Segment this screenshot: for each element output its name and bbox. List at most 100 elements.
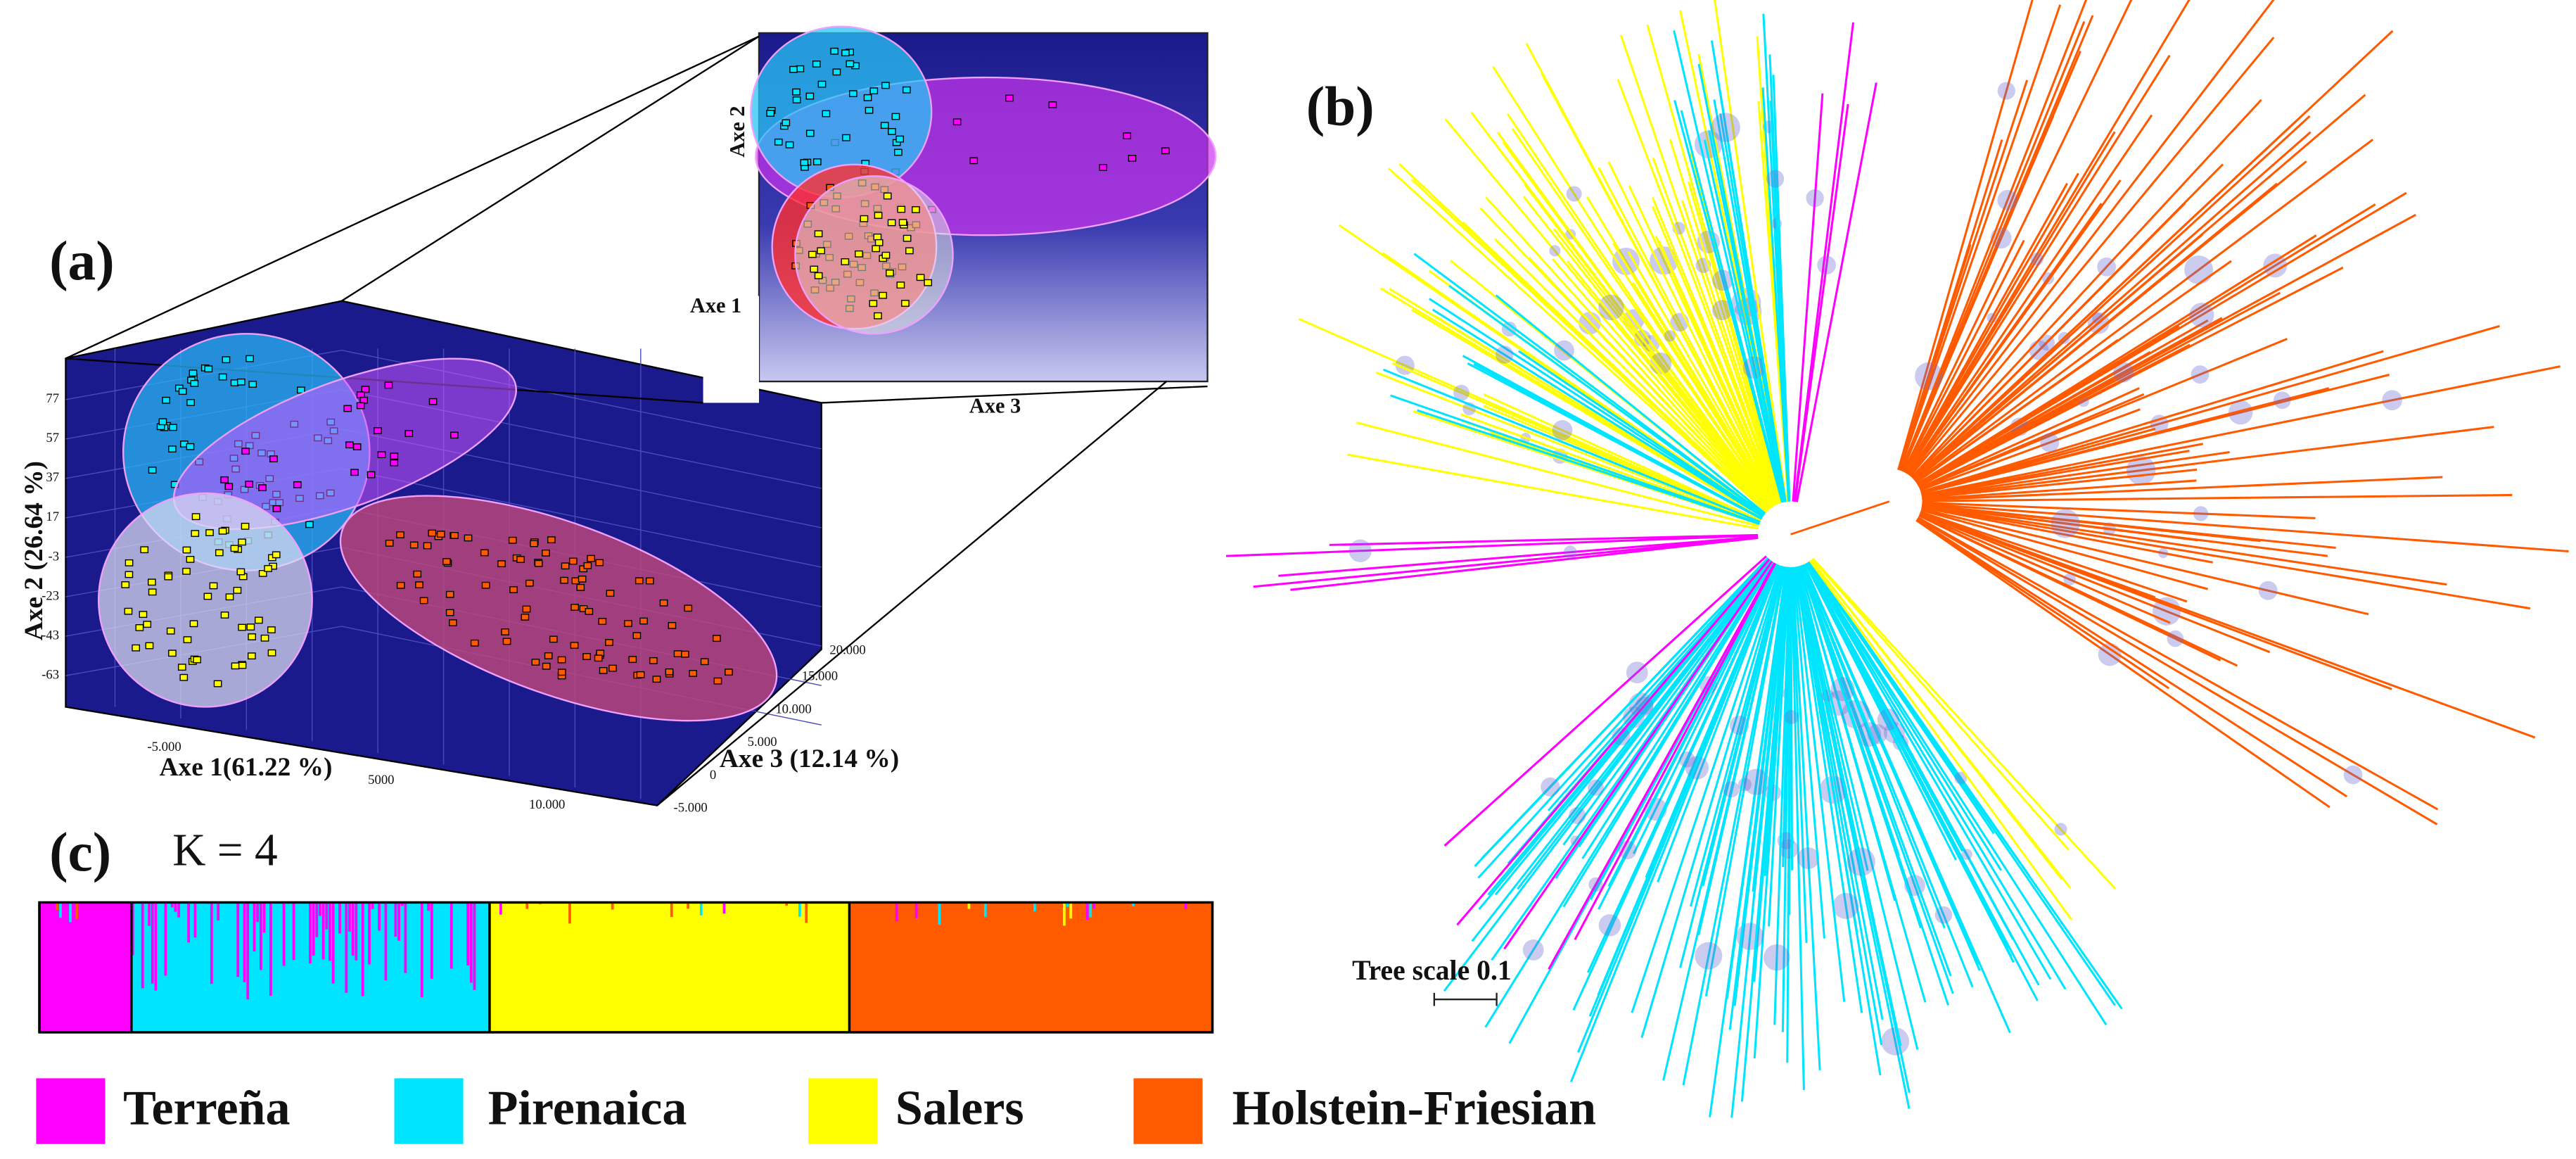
projection-line <box>341 35 760 302</box>
point <box>725 669 733 676</box>
point <box>684 604 693 612</box>
point <box>356 402 365 410</box>
point <box>297 386 305 394</box>
point <box>969 157 978 165</box>
admixture-bar <box>384 902 388 981</box>
point <box>542 662 551 670</box>
branch <box>1517 559 1772 890</box>
admixture-bar <box>368 902 371 965</box>
point <box>158 418 167 426</box>
point <box>182 546 191 554</box>
point <box>903 234 912 242</box>
admixture-bar <box>217 902 220 920</box>
branch <box>1921 505 2447 586</box>
point <box>570 642 579 649</box>
legend-swatch <box>394 1078 464 1144</box>
branch <box>1913 94 2366 481</box>
point <box>179 673 189 681</box>
point <box>1048 101 1057 108</box>
scale-label: Tree scale 0.1 <box>1352 955 1512 986</box>
admixture-bar <box>174 902 177 912</box>
branch <box>1477 557 1770 879</box>
admixture-bar <box>430 902 433 979</box>
branch <box>1411 308 1764 519</box>
branch <box>1574 562 1777 940</box>
admixture-bar <box>914 902 918 918</box>
branch <box>1607 161 1778 505</box>
panel-label: (b) <box>1306 75 1375 137</box>
branch <box>1646 24 1783 503</box>
branch <box>1796 566 1911 1094</box>
branch <box>1807 562 2003 871</box>
point <box>665 668 674 676</box>
inset-y-label: Axe 2 <box>725 106 749 157</box>
legend-label: Holstein-Friesian <box>1232 1081 1597 1135</box>
point <box>247 652 256 660</box>
branch <box>1921 426 2494 499</box>
point <box>148 578 156 586</box>
bootstrap-node <box>1954 771 1968 785</box>
point <box>241 448 250 455</box>
point <box>872 245 881 253</box>
branch <box>1915 260 2232 483</box>
branch <box>1905 0 2191 474</box>
branch <box>1915 519 2170 690</box>
point <box>1005 94 1014 102</box>
admixture-bar <box>309 902 312 964</box>
branch <box>1790 566 1805 1090</box>
point <box>842 134 850 141</box>
point <box>361 386 370 393</box>
bootstrap-node <box>1711 113 1740 142</box>
branch <box>1290 536 1759 591</box>
branch <box>1904 172 2079 474</box>
branch <box>1922 493 2513 502</box>
branch <box>1794 566 1882 1076</box>
branch <box>1898 80 2029 471</box>
admixture-bar <box>170 902 174 908</box>
point <box>230 545 239 552</box>
point <box>186 443 195 450</box>
branch <box>1662 566 1785 1081</box>
point <box>605 639 613 646</box>
point <box>450 431 459 439</box>
branch <box>1921 505 2531 610</box>
point <box>148 588 157 596</box>
point <box>162 396 171 404</box>
branch <box>1920 324 2500 494</box>
y-tick-label: 77 <box>46 391 59 406</box>
y-tick-label: 57 <box>46 431 59 445</box>
point <box>583 562 592 569</box>
point <box>203 593 212 600</box>
point <box>168 445 177 452</box>
legend-label: Salers <box>895 1081 1024 1135</box>
point <box>713 635 721 642</box>
admixture-bar <box>469 902 473 983</box>
point <box>635 577 644 585</box>
point <box>887 219 896 227</box>
x-axis-label: Axe 1(61.22 %) <box>160 753 333 782</box>
bootstrap-node <box>1742 356 1766 379</box>
point <box>245 481 254 488</box>
admixture-bar <box>312 902 315 956</box>
point <box>445 590 454 598</box>
point <box>449 619 457 626</box>
bootstrap-node <box>2054 823 2067 836</box>
y-tick-label: -43 <box>42 628 59 642</box>
point <box>860 215 869 222</box>
branch <box>1443 555 1767 847</box>
branch <box>1709 566 1787 1117</box>
branch <box>1917 517 2438 825</box>
point <box>587 555 595 562</box>
branch <box>1329 533 1758 546</box>
bootstrap-node <box>2382 390 2402 411</box>
point <box>713 677 722 685</box>
point <box>812 158 822 165</box>
bootstrap-node <box>2228 400 2253 425</box>
point <box>805 92 815 100</box>
branch <box>1388 167 1768 513</box>
branch <box>1794 566 1863 1013</box>
point <box>186 555 195 563</box>
bootstrap-node <box>1552 420 1573 441</box>
